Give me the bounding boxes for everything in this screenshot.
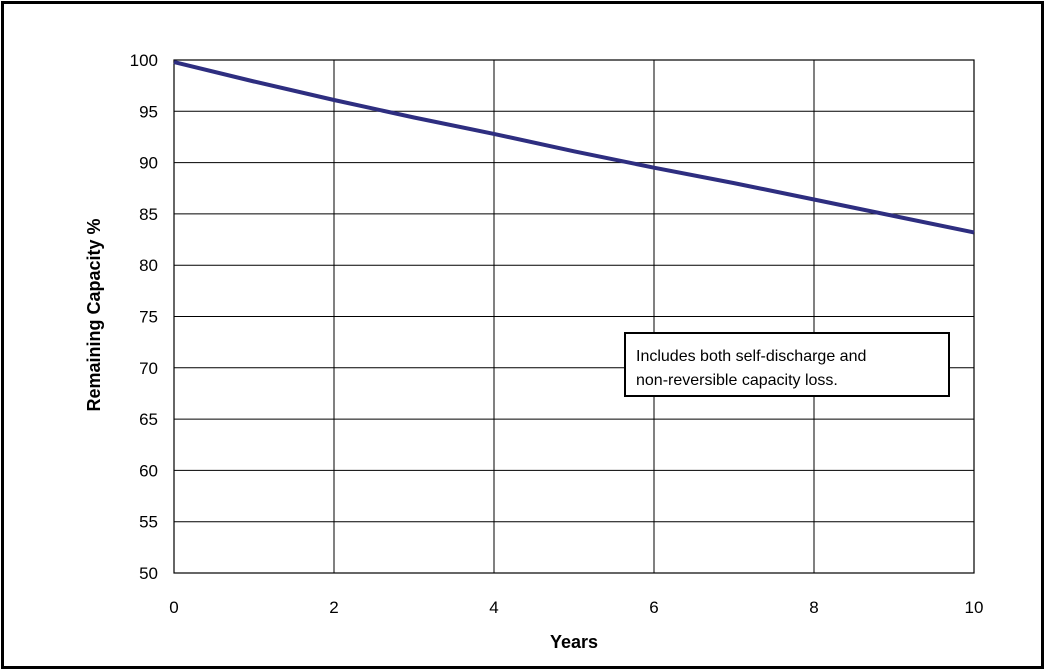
x-tick-label: 8 (809, 598, 818, 617)
x-tick-labels: 0 2 4 6 8 10 (169, 598, 983, 617)
annotation-line-1: Includes both self-discharge and (636, 348, 866, 365)
y-tick-label: 80 (139, 256, 158, 275)
y-tick-label: 95 (139, 102, 158, 121)
series-line-remaining-capacity (173, 60, 975, 235)
grid (173, 59, 975, 574)
x-tick-label: 4 (489, 598, 498, 617)
x-tick-label: 10 (965, 598, 984, 617)
y-tick-label: 90 (139, 154, 158, 173)
y-tick-label: 55 (139, 513, 158, 532)
y-tick-label: 85 (139, 205, 158, 224)
plot-area (173, 59, 975, 574)
y-tick-label: 50 (139, 564, 158, 583)
y-tick-label: 60 (139, 461, 158, 480)
y-tick-labels: 50 55 60 65 70 75 80 85 90 95 100 (130, 51, 158, 583)
annotation-line-2: non-reversible capacity loss. (636, 372, 838, 389)
x-tick-label: 2 (329, 598, 338, 617)
annotation-box: Includes both self-discharge and non-rev… (624, 332, 950, 397)
x-tick-label: 0 (169, 598, 178, 617)
y-axis-title: Remaining Capacity % (84, 218, 104, 411)
y-tick-label: 70 (139, 359, 158, 378)
y-tick-label: 100 (130, 51, 158, 70)
y-tick-label: 75 (139, 308, 158, 327)
x-tick-label: 6 (649, 598, 658, 617)
y-tick-label: 65 (139, 410, 158, 429)
annotation-frame (624, 332, 950, 397)
x-axis-title: Years (550, 632, 598, 652)
